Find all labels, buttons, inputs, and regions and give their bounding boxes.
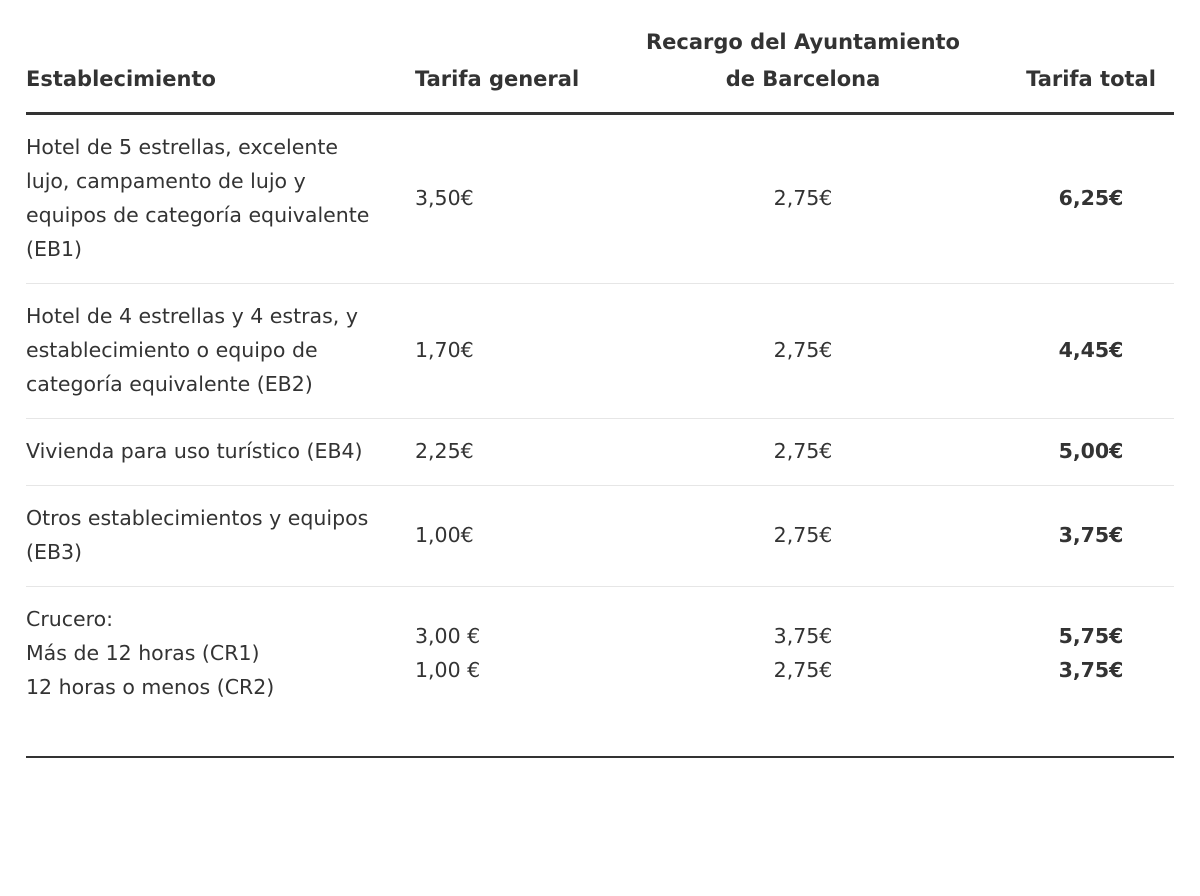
general-rate-cell: 3,00 € 1,00 €	[415, 586, 640, 758]
table-row: Otros establecimientos y equipos (EB3) 1,…	[26, 485, 1174, 587]
general-rate-line: 3,00 €	[415, 624, 481, 648]
header-cell: Tarifa total	[966, 24, 1174, 115]
establishment-line: Crucero:	[26, 607, 114, 631]
total-rate-cell: 5,00€	[966, 418, 1174, 486]
fee-table-container: Establecimiento Tarifa general Recargo del…	[26, 24, 1174, 758]
establishment-cell: Crucero: Más de 12 horas (CR1) 12 horas o …	[26, 586, 415, 758]
establishment-line: 12 horas o menos (CR2)	[26, 675, 275, 699]
establishment-cell: Hotel de 4 estrellas y 4 estras, y estab…	[26, 283, 415, 419]
total-rate-cell: 4,45€	[966, 283, 1174, 419]
total-rate-cell: 6,25€	[966, 113, 1174, 284]
surcharge-line: 3,75€	[773, 624, 833, 648]
surcharge-cell: 2,75€	[640, 283, 966, 419]
general-rate-cell: 2,25€	[415, 418, 640, 486]
table-row: Hotel de 5 estrellas, excelente lujo, ca…	[26, 113, 1174, 284]
general-rate-line: 1,00 €	[415, 658, 481, 682]
establishment-cell: Vivienda para uso turístico (EB4)	[26, 418, 415, 486]
general-rate-cell: 3,50€	[415, 113, 640, 284]
general-rate-cell: 1,70€	[415, 283, 640, 419]
total-rate-line: 5,75€	[1058, 624, 1124, 648]
surcharge-cell: 2,75€	[640, 418, 966, 486]
fee-table: Establecimiento Tarifa general Recargo del…	[26, 24, 1174, 758]
table-row: Vivienda para uso turístico (EB4) 2,25€ 2,…	[26, 418, 1174, 486]
header-cell: Tarifa general	[415, 24, 640, 115]
establishment-cell: Otros establecimientos y equipos (EB3)	[26, 485, 415, 587]
total-rate-cell: 5,75€ 3,75€	[966, 586, 1174, 758]
table-row: Hotel de 4 estrellas y 4 estras, y estab…	[26, 283, 1174, 419]
surcharge-cell: 3,75€ 2,75€	[640, 586, 966, 758]
total-rate-line: 3,75€	[1058, 658, 1124, 682]
header-cell: Establecimiento	[26, 24, 415, 115]
establishment-cell: Hotel de 5 estrellas, excelente lujo, ca…	[26, 113, 415, 284]
surcharge-cell: 2,75€	[640, 485, 966, 587]
total-rate-cell: 3,75€	[966, 485, 1174, 587]
general-rate-cell: 1,00€	[415, 485, 640, 587]
table-row: Crucero: Más de 12 horas (CR1) 12 horas o …	[26, 586, 1174, 758]
header-cell: Recargo del Ayuntamiento de Barcelona	[640, 24, 966, 115]
header-row: Establecimiento Tarifa general Recargo del…	[26, 24, 1174, 115]
surcharge-line: 2,75€	[773, 658, 833, 682]
surcharge-cell: 2,75€	[640, 113, 966, 284]
establishment-line: Más de 12 horas (CR1)	[26, 641, 260, 665]
table-body: Hotel de 5 estrellas, excelente lujo, ca…	[26, 113, 1174, 758]
